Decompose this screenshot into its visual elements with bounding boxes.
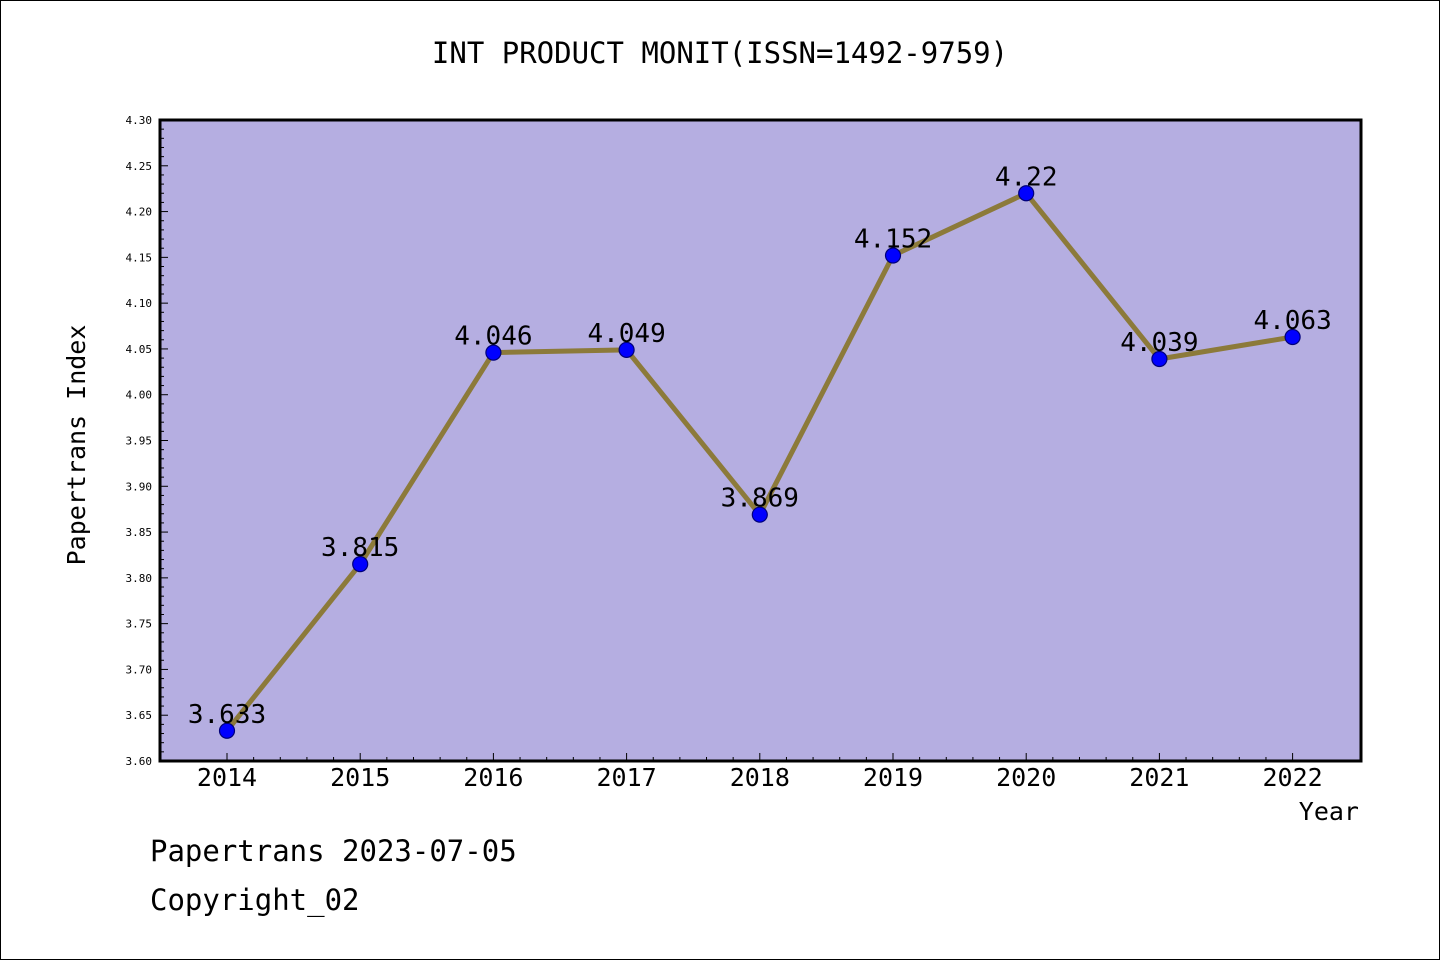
y-tick-label: 4.30 [126, 114, 153, 127]
data-label: 4.049 [587, 319, 665, 349]
x-tick-label: 2018 [730, 763, 790, 792]
y-tick-label: 4.00 [126, 389, 153, 402]
data-label: 4.063 [1253, 306, 1331, 336]
data-label: 4.22 [995, 162, 1058, 192]
data-label: 3.815 [321, 533, 399, 563]
data-point-marker [485, 344, 502, 361]
data-point-marker [352, 556, 369, 573]
x-tick-label: 2019 [863, 763, 923, 792]
x-tick-label: 2016 [463, 763, 523, 792]
data-label: 3.869 [721, 484, 799, 514]
data-label: 4.152 [854, 225, 932, 255]
y-tick-label: 3.65 [126, 709, 153, 722]
y-axis-label: Papertrans Index [62, 325, 91, 566]
data-point-marker [751, 506, 768, 523]
data-point-marker [218, 722, 236, 739]
y-tick-label: 3.70 [126, 663, 153, 676]
chart-title: INT PRODUCT MONIT(ISSN=1492-9759) [431, 36, 1009, 70]
data-label: 4.046 [454, 322, 532, 352]
y-tick-label: 4.25 [126, 160, 153, 173]
y-tick-label: 3.60 [126, 755, 153, 768]
plot-area [158, 118, 1363, 763]
x-axis: 2014 2015 2016 2017 2018 2019 2020 2021 2022 [197, 753, 1323, 792]
x-tick-label: 2017 [596, 763, 656, 792]
x-tick-label: 2020 [996, 763, 1056, 792]
y-tick-label: 4.15 [126, 251, 153, 264]
data-point-marker [884, 247, 902, 264]
x-axis-label: Year [1299, 797, 1359, 826]
data-point-marker [1284, 328, 1301, 346]
data-point-marker [1151, 350, 1168, 368]
x-tick-label: 2015 [330, 763, 390, 792]
y-tick-label: 4.20 [126, 206, 153, 219]
data-point-marker [618, 341, 635, 358]
data-labels-group: 3.633 3.815 4.046 4.049 3.869 4.152 4.22 4.039 4… [188, 162, 1332, 730]
y-tick-label: 4.05 [126, 343, 153, 356]
data-label: 3.633 [188, 700, 266, 730]
y-tick-label: 3.80 [126, 572, 153, 585]
y-tick-label: 3.75 [126, 618, 153, 631]
data-label: 4.039 [1120, 328, 1198, 358]
x-tick-label: 2021 [1129, 763, 1189, 792]
x-tick-label: 2014 [197, 763, 257, 792]
y-tick-label: 3.85 [126, 526, 153, 539]
y-tick-label: 3.95 [126, 435, 153, 448]
series-markers-group [218, 185, 1301, 739]
y-axis: 3.60 3.65 3.70 3.75 3.80 3.85 3.90 3.95 4.00 4.05… [126, 114, 168, 768]
footer-date-text: Papertrans 2023-07-05 [150, 834, 517, 868]
x-tick-label: 2022 [1262, 763, 1322, 792]
data-point-marker [1018, 185, 1035, 202]
footer-copyright-text: Copyright_02 [150, 883, 360, 917]
y-tick-label: 4.10 [126, 297, 153, 310]
y-tick-label: 3.90 [126, 480, 153, 493]
